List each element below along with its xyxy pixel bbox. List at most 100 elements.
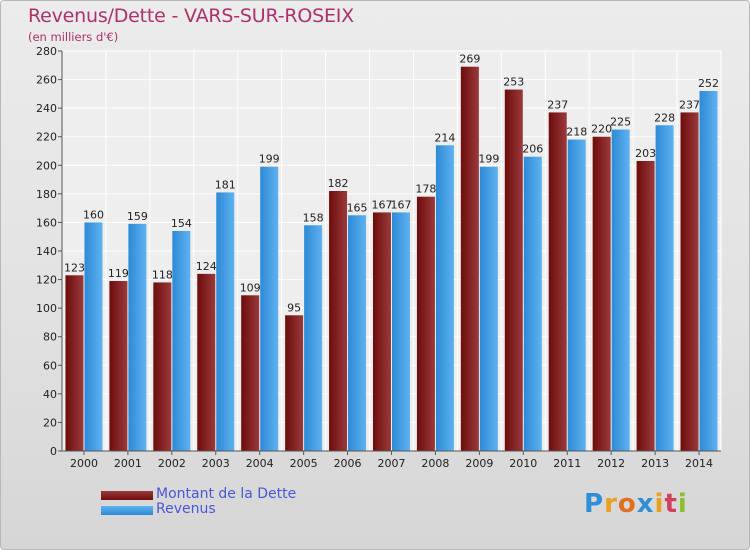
axes: 0 20 40 60 80 100 120 140 160 180 200 220 240 260 280 2… xyxy=(36,45,721,470)
bar-debt-2010 xyxy=(504,89,523,452)
y-tick-label: 60 xyxy=(43,359,57,372)
x-tick-label: 2009 xyxy=(465,457,493,470)
data-label-revenue-2013: 228 xyxy=(654,111,675,124)
x-tick-label: 2003 xyxy=(202,457,230,470)
bar-revenue-2000 xyxy=(84,222,103,451)
bar-debt-2003 xyxy=(197,273,216,451)
legend-label-debt: Montant de la Dette xyxy=(156,486,297,502)
y-tick-label: 140 xyxy=(36,245,57,258)
x-tick-label: 2002 xyxy=(158,457,186,470)
bar-debt-2014 xyxy=(680,112,699,451)
y-tick-label: 240 xyxy=(36,102,57,115)
legend-label-revenue: Revenus xyxy=(156,501,216,517)
x-tick-label: 2010 xyxy=(509,457,537,470)
bar-debt-2000 xyxy=(65,275,84,451)
data-label-debt-2001: 119 xyxy=(108,267,129,280)
logo-letter: r xyxy=(604,489,618,519)
bar-revenue-2011 xyxy=(567,139,586,452)
chart-title: Revenus/Dette - VARS-SUR-ROSEIX xyxy=(28,5,354,27)
x-tick-label: 2006 xyxy=(334,457,362,470)
logo-letter: t xyxy=(664,489,678,519)
data-label-revenue-2011: 218 xyxy=(566,126,587,139)
y-tick-label: 0 xyxy=(50,445,57,458)
logo-letter: i xyxy=(654,489,665,519)
data-label-revenue-2008: 214 xyxy=(434,131,455,144)
y-tick-label: 260 xyxy=(36,74,57,87)
bar-debt-2012 xyxy=(592,136,611,451)
bar-revenue-2008 xyxy=(435,145,454,452)
data-label-revenue-2002: 154 xyxy=(171,217,192,230)
data-label-revenue-2012: 225 xyxy=(610,116,631,129)
data-label-debt-2000: 123 xyxy=(64,261,85,274)
data-label-debt-2013: 203 xyxy=(635,147,656,160)
bar-debt-2011 xyxy=(548,112,567,451)
y-tick-label: 220 xyxy=(36,131,57,144)
bar-revenue-2003 xyxy=(216,192,235,451)
x-tick-label: 2014 xyxy=(685,457,713,470)
bar-revenue-2004 xyxy=(260,166,279,451)
bar-revenue-2007 xyxy=(392,212,410,451)
data-label-revenue-2004: 199 xyxy=(259,153,280,166)
data-label-revenue-2006: 165 xyxy=(347,201,368,214)
data-label-debt-2004: 109 xyxy=(240,281,261,294)
bar-revenue-2002 xyxy=(172,231,191,451)
y-tick-label: 180 xyxy=(36,188,57,201)
bar-debt-2008 xyxy=(416,196,435,451)
bar-revenue-2009 xyxy=(479,166,498,451)
data-label-debt-2005: 95 xyxy=(287,301,301,314)
logo-letter: o xyxy=(617,489,637,519)
x-tick-label: 2013 xyxy=(641,457,669,470)
data-label-revenue-2007: 167 xyxy=(391,198,412,211)
x-tick-label: 2011 xyxy=(553,457,581,470)
y-tick-label: 20 xyxy=(43,416,57,429)
bar-revenue-2005 xyxy=(304,225,323,451)
data-label-revenue-2014: 252 xyxy=(698,77,719,90)
bar-debt-2001 xyxy=(109,281,128,451)
data-label-debt-2008: 178 xyxy=(415,183,436,196)
x-tick-label: 2007 xyxy=(378,457,406,470)
data-label-revenue-2010: 206 xyxy=(522,143,543,156)
bar-debt-2009 xyxy=(460,66,479,451)
bar-debt-2002 xyxy=(153,282,172,451)
y-tick-label: 40 xyxy=(43,388,57,401)
bar-debt-2013 xyxy=(636,161,655,451)
legend-swatch-debt xyxy=(101,491,153,500)
grid-lines xyxy=(61,50,722,452)
x-tick-label: 2005 xyxy=(290,457,318,470)
data-label-debt-2011: 237 xyxy=(547,98,568,111)
y-tick-label: 160 xyxy=(36,216,57,229)
data-label-debt-2003: 124 xyxy=(196,260,217,273)
bar-revenue-2014 xyxy=(699,91,718,451)
bar-revenue-2012 xyxy=(611,129,630,452)
bar-debt-2005 xyxy=(285,315,304,451)
y-tick-label: 80 xyxy=(43,331,57,344)
bar-revenue-2010 xyxy=(523,156,542,451)
x-tick-label: 2008 xyxy=(421,457,449,470)
bar-debt-2007 xyxy=(373,212,391,451)
data-label-debt-2014: 237 xyxy=(679,98,700,111)
bar-revenue-2006 xyxy=(348,215,367,451)
legend-swatch-revenue xyxy=(101,506,153,515)
x-tick-label: 2004 xyxy=(246,457,274,470)
bar-revenue-2013 xyxy=(655,125,674,452)
data-label-revenue-2001: 159 xyxy=(127,210,148,223)
x-tick-label: 2000 xyxy=(70,457,98,470)
x-tick-label: 2012 xyxy=(597,457,625,470)
bar-debt-2006 xyxy=(329,191,348,451)
bar-debt-2004 xyxy=(241,295,260,451)
logo-letter: x xyxy=(636,489,655,519)
y-tick-label: 100 xyxy=(36,302,57,315)
x-tick-label: 2001 xyxy=(114,457,142,470)
data-label-debt-2009: 269 xyxy=(459,53,480,66)
data-label-revenue-2009: 199 xyxy=(478,153,499,166)
proxiti-logo: Proxiti xyxy=(584,489,688,519)
data-label-debt-2012: 220 xyxy=(591,123,612,136)
data-label-revenue-2003: 181 xyxy=(215,178,236,191)
y-tick-label: 280 xyxy=(36,45,57,58)
y-tick-label: 120 xyxy=(36,274,57,287)
logo-letter: i xyxy=(677,489,688,519)
data-labels: 123 160 119 159 118 154 124 181 109 199 95 158 182 16… xyxy=(64,53,719,315)
data-label-revenue-2005: 158 xyxy=(303,211,324,224)
